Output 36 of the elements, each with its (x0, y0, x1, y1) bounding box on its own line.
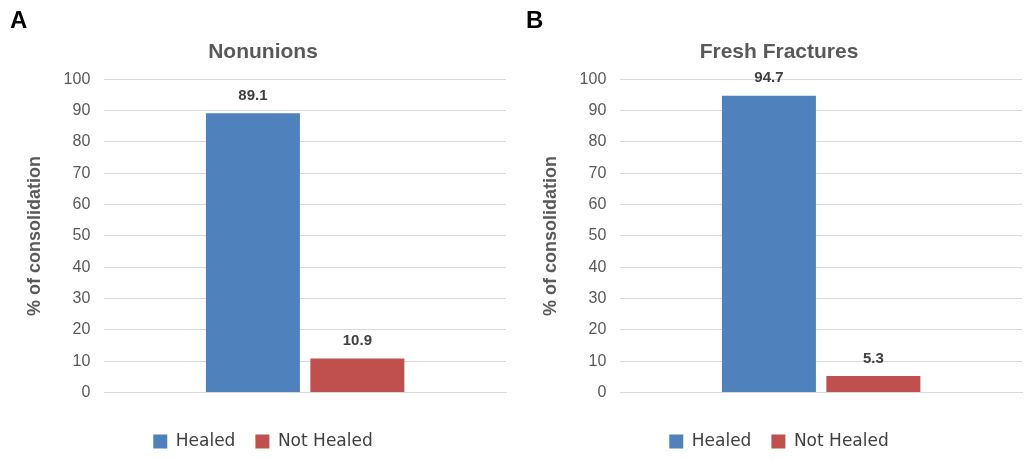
data-label: 89.1 (238, 86, 268, 103)
y-tick-label: 30 (72, 288, 91, 306)
text: A (10, 6, 28, 34)
y-tick-label: 10 (72, 351, 91, 369)
legend-label: Not Healed (277, 429, 373, 450)
chart-title: Nonunions (208, 39, 318, 63)
y-tick-label: 80 (588, 132, 607, 150)
text: B (526, 6, 544, 34)
y-tick-label: 60 (72, 194, 91, 212)
y-tick-label: 70 (588, 163, 607, 181)
y-tick-label: 90 (72, 100, 91, 118)
y-tick-label: 70 (72, 163, 91, 181)
y-axis-title: % of consolidation (539, 155, 560, 316)
y-tick-label: 0 (81, 383, 91, 401)
y-tick-label: 100 (63, 69, 91, 87)
legend-label: Healed (691, 429, 752, 450)
data-label: 94.7 (754, 68, 784, 86)
y-tick-label: 20 (588, 320, 607, 338)
chart-title: Fresh Fractures (699, 39, 859, 63)
y-tick-label: 0 (597, 383, 607, 401)
y-tick-label: 80 (72, 132, 91, 150)
y-tick-label: 40 (588, 257, 607, 275)
y-tick-label: 20 (72, 320, 91, 338)
y-tick-label: 30 (588, 288, 607, 306)
y-tick-label: 10 (588, 351, 607, 369)
y-tick-label: 90 (588, 100, 607, 118)
y-tick-label: 40 (72, 257, 91, 275)
data-label: 5.3 (862, 348, 884, 366)
y-axis-title: % of consolidation (23, 155, 44, 316)
legend-label: Not Healed (793, 429, 889, 450)
data-label: 10.9 (342, 331, 372, 349)
y-tick-label: 60 (588, 194, 607, 212)
legend-label: Healed (175, 429, 236, 450)
y-tick-label: 50 (72, 226, 91, 244)
y-tick-label: 100 (579, 69, 607, 87)
y-tick-label: 50 (588, 226, 607, 244)
